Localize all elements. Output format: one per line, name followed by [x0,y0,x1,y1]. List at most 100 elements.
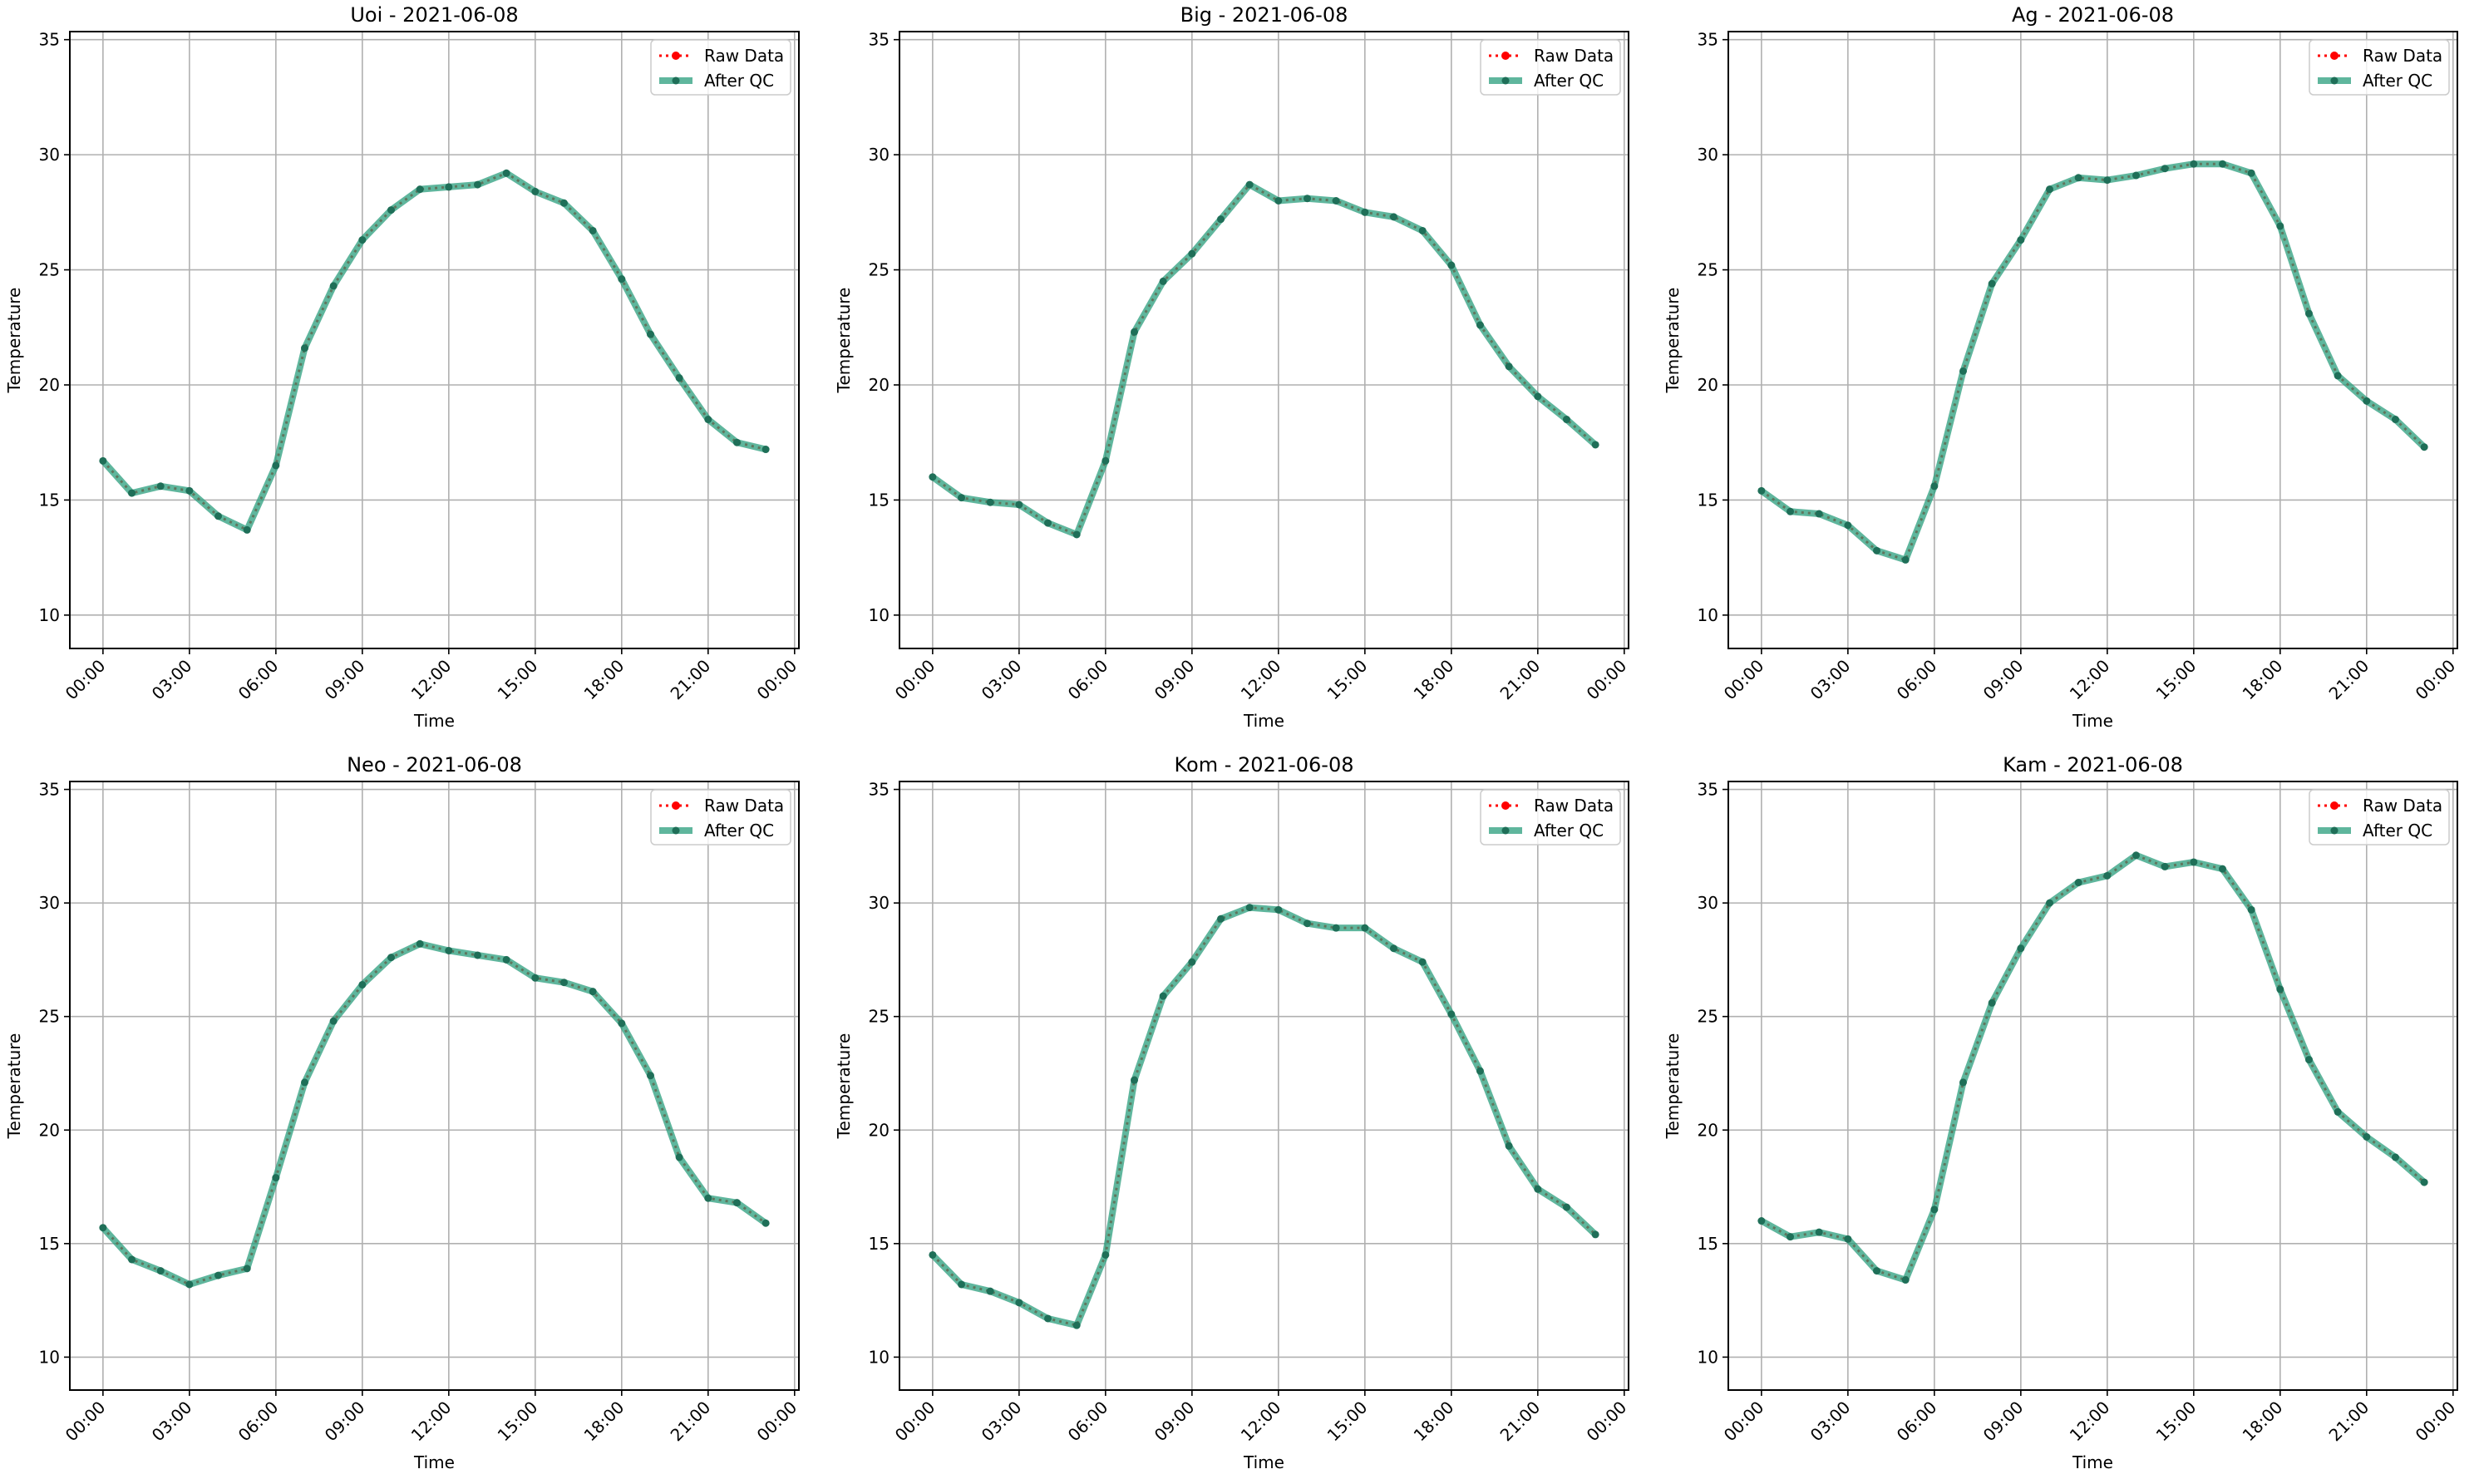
after-qc-point [1245,904,1254,912]
after-qc-point [128,489,136,497]
legend-qc-marker-icon [1501,826,1510,835]
after-qc-point [1015,500,1023,509]
after-qc-point [1389,944,1397,953]
after-qc-point [1447,261,1456,269]
after-qc-point [1188,249,1196,258]
x-tick-label: 12:00 [407,1398,456,1446]
after-qc-point [1303,919,1311,928]
after-qc-point [646,330,654,338]
after-qc-point [1389,213,1397,221]
after-qc-point [1873,546,1881,555]
x-tick-label: 15:00 [2152,656,2201,704]
after-qc-point [531,974,540,982]
y-tick-label: 20 [869,375,890,395]
after-qc-point [2074,879,2082,887]
subplot-title: Neo - 2021-06-08 [347,753,522,777]
series-after-qc [100,940,768,1288]
after-qc-point [559,979,568,987]
legend-raw-marker-icon [1501,801,1510,810]
after-qc-point [1505,1141,1513,1150]
x-tick-label: 21:00 [2325,656,2373,704]
after-qc-point [185,486,194,495]
after-qc-point [214,1271,223,1279]
y-tick-label: 35 [1698,30,1718,50]
legend-raw-label: Raw Data [704,46,784,66]
after-qc-point [2161,862,2169,870]
after-qc-point [1447,1010,1456,1018]
after-qc-point [1217,215,1225,224]
after-qc-point [1131,328,1139,336]
y-tick-label: 10 [39,605,60,625]
x-axis-label: Time [413,711,455,731]
x-tick-label: 18:00 [1410,1398,1458,1446]
after-qc-point [2304,1056,2313,1064]
y-tick-label: 10 [869,605,890,625]
y-tick-label: 25 [39,260,60,280]
after-qc-point [2161,165,2169,173]
after-qc-point [1844,1235,1852,1243]
x-tick-label: 00:00 [753,656,801,704]
legend-raw-label: Raw Data [1534,796,1614,816]
after-qc-point [128,1255,136,1264]
y-tick-label: 25 [1698,1007,1718,1027]
after-qc-point [2334,372,2342,380]
after-qc-point [1930,482,1939,491]
after-qc-point [618,275,626,283]
after-qc-point [99,1224,107,1232]
after-qc-point [1959,367,1968,375]
after-qc-point [2190,160,2198,168]
x-axis-label: Time [413,1452,455,1472]
after-qc-point [2304,309,2313,318]
series-raw-data [1761,854,2426,1282]
after-qc-point [929,473,937,481]
x-tick-label: 00:00 [1720,656,1768,704]
legend-raw-label: Raw Data [1534,46,1614,66]
after-qc-point [1044,519,1052,527]
axes-frame [69,781,800,1391]
after-qc-point [416,185,424,194]
x-tick-label: 21:00 [667,1398,715,1446]
after-qc-point [1072,1321,1081,1329]
x-tick-label: 21:00 [667,656,715,704]
after-qc-point [387,954,396,962]
after-qc-point [1815,1228,1823,1236]
after-qc-point [1332,196,1340,205]
after-qc-point [1591,441,1599,449]
after-qc-point [1361,924,1369,932]
after-qc-point [646,1072,654,1080]
after-qc-point [2363,1132,2371,1141]
after-qc-point [1959,1078,1968,1087]
after-qc-point [1757,1217,1766,1225]
after-qc-point [2046,185,2054,194]
y-tick-label: 15 [869,490,890,510]
legend-raw-label: Raw Data [704,796,784,816]
axes-frame [1727,31,2458,649]
after-qc-point [1476,321,1484,329]
x-tick-label: 21:00 [1496,656,1545,704]
after-qc-point [732,438,741,446]
x-tick-label: 21:00 [1496,1398,1545,1446]
after-qc-point [589,226,597,234]
after-qc-point [958,494,966,502]
x-tick-label: 00:00 [753,1398,801,1446]
after-qc-point [272,1174,280,1182]
after-qc-point [243,1265,251,1273]
y-tick-label: 30 [869,145,890,165]
after-qc-point [1418,226,1427,234]
after-qc-point [1988,279,1996,288]
y-tick-label: 35 [869,780,890,800]
x-tick-label: 12:00 [1237,1398,1285,1446]
x-tick-label: 15:00 [2152,1398,2201,1446]
after-qc-point [1901,555,1910,564]
subplot-2: 10 15 20 25 30 35 00:00 03:00 06:00 09:00 12:00 15:… [1663,3,2459,731]
after-qc-point [358,236,367,244]
after-qc-point [2046,899,2054,907]
after-qc-point [1102,456,1110,465]
axes-frame [899,31,1629,649]
after-qc-point [1015,1299,1023,1307]
after-qc-point [2334,1107,2342,1116]
after-qc-point [416,939,424,948]
after-qc-point [986,498,994,506]
x-axis-label: Time [1243,1452,1284,1472]
after-qc-point [185,1280,194,1289]
